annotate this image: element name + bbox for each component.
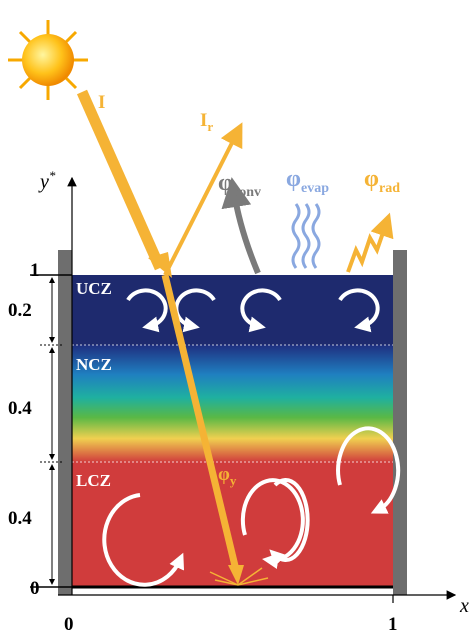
- label-base: φ: [364, 166, 379, 192]
- solar-pond-diagram: I Ir φconv φevap φrad φy UCZ NCZ LCZ y* …: [0, 0, 475, 638]
- layer-thickness: 0.4: [8, 398, 32, 419]
- label-sub: y: [230, 473, 237, 488]
- label-sub: rad: [379, 181, 400, 196]
- rad-arrow: [348, 224, 386, 272]
- rad-label: φrad: [364, 166, 400, 196]
- layer-thickness: 0.4: [8, 508, 32, 529]
- incident-label: I: [98, 92, 105, 113]
- evap-label: φevap: [286, 166, 329, 196]
- zone-label: UCZ: [76, 279, 112, 298]
- layer-thickness: 0.2: [8, 300, 32, 321]
- reflected-label: Ir: [200, 110, 213, 134]
- evap-waves: [293, 204, 319, 268]
- conv-arrow: [234, 192, 258, 273]
- y-tick-label: 0: [30, 578, 40, 599]
- label-base: y: [38, 171, 49, 193]
- right-wall: [393, 250, 407, 595]
- left-wall: [58, 250, 72, 595]
- x-axis-label: x: [459, 595, 469, 617]
- label-sub: evap: [301, 181, 329, 196]
- label-sup: *: [49, 168, 56, 183]
- x-tick-label: 0: [64, 614, 74, 635]
- zone-label: LCZ: [76, 471, 111, 490]
- label-sub: conv: [233, 185, 261, 200]
- label-base: φ: [218, 170, 233, 196]
- y-tick-label: 1: [30, 260, 40, 281]
- sun: [8, 20, 88, 100]
- x-tick-label: 1: [388, 614, 398, 635]
- zone-label: NCZ: [76, 355, 112, 374]
- label-base: φ: [286, 166, 301, 192]
- label-sub: r: [207, 119, 213, 134]
- incident-beam: [82, 92, 160, 268]
- y-axis-label: y*: [38, 168, 56, 193]
- label-base: I: [98, 92, 105, 113]
- label-base: φ: [218, 464, 230, 485]
- label-base: I: [200, 110, 207, 131]
- conv-label: φconv: [218, 170, 261, 200]
- ucz-layer: [72, 275, 393, 345]
- reflected-beam: [165, 133, 237, 275]
